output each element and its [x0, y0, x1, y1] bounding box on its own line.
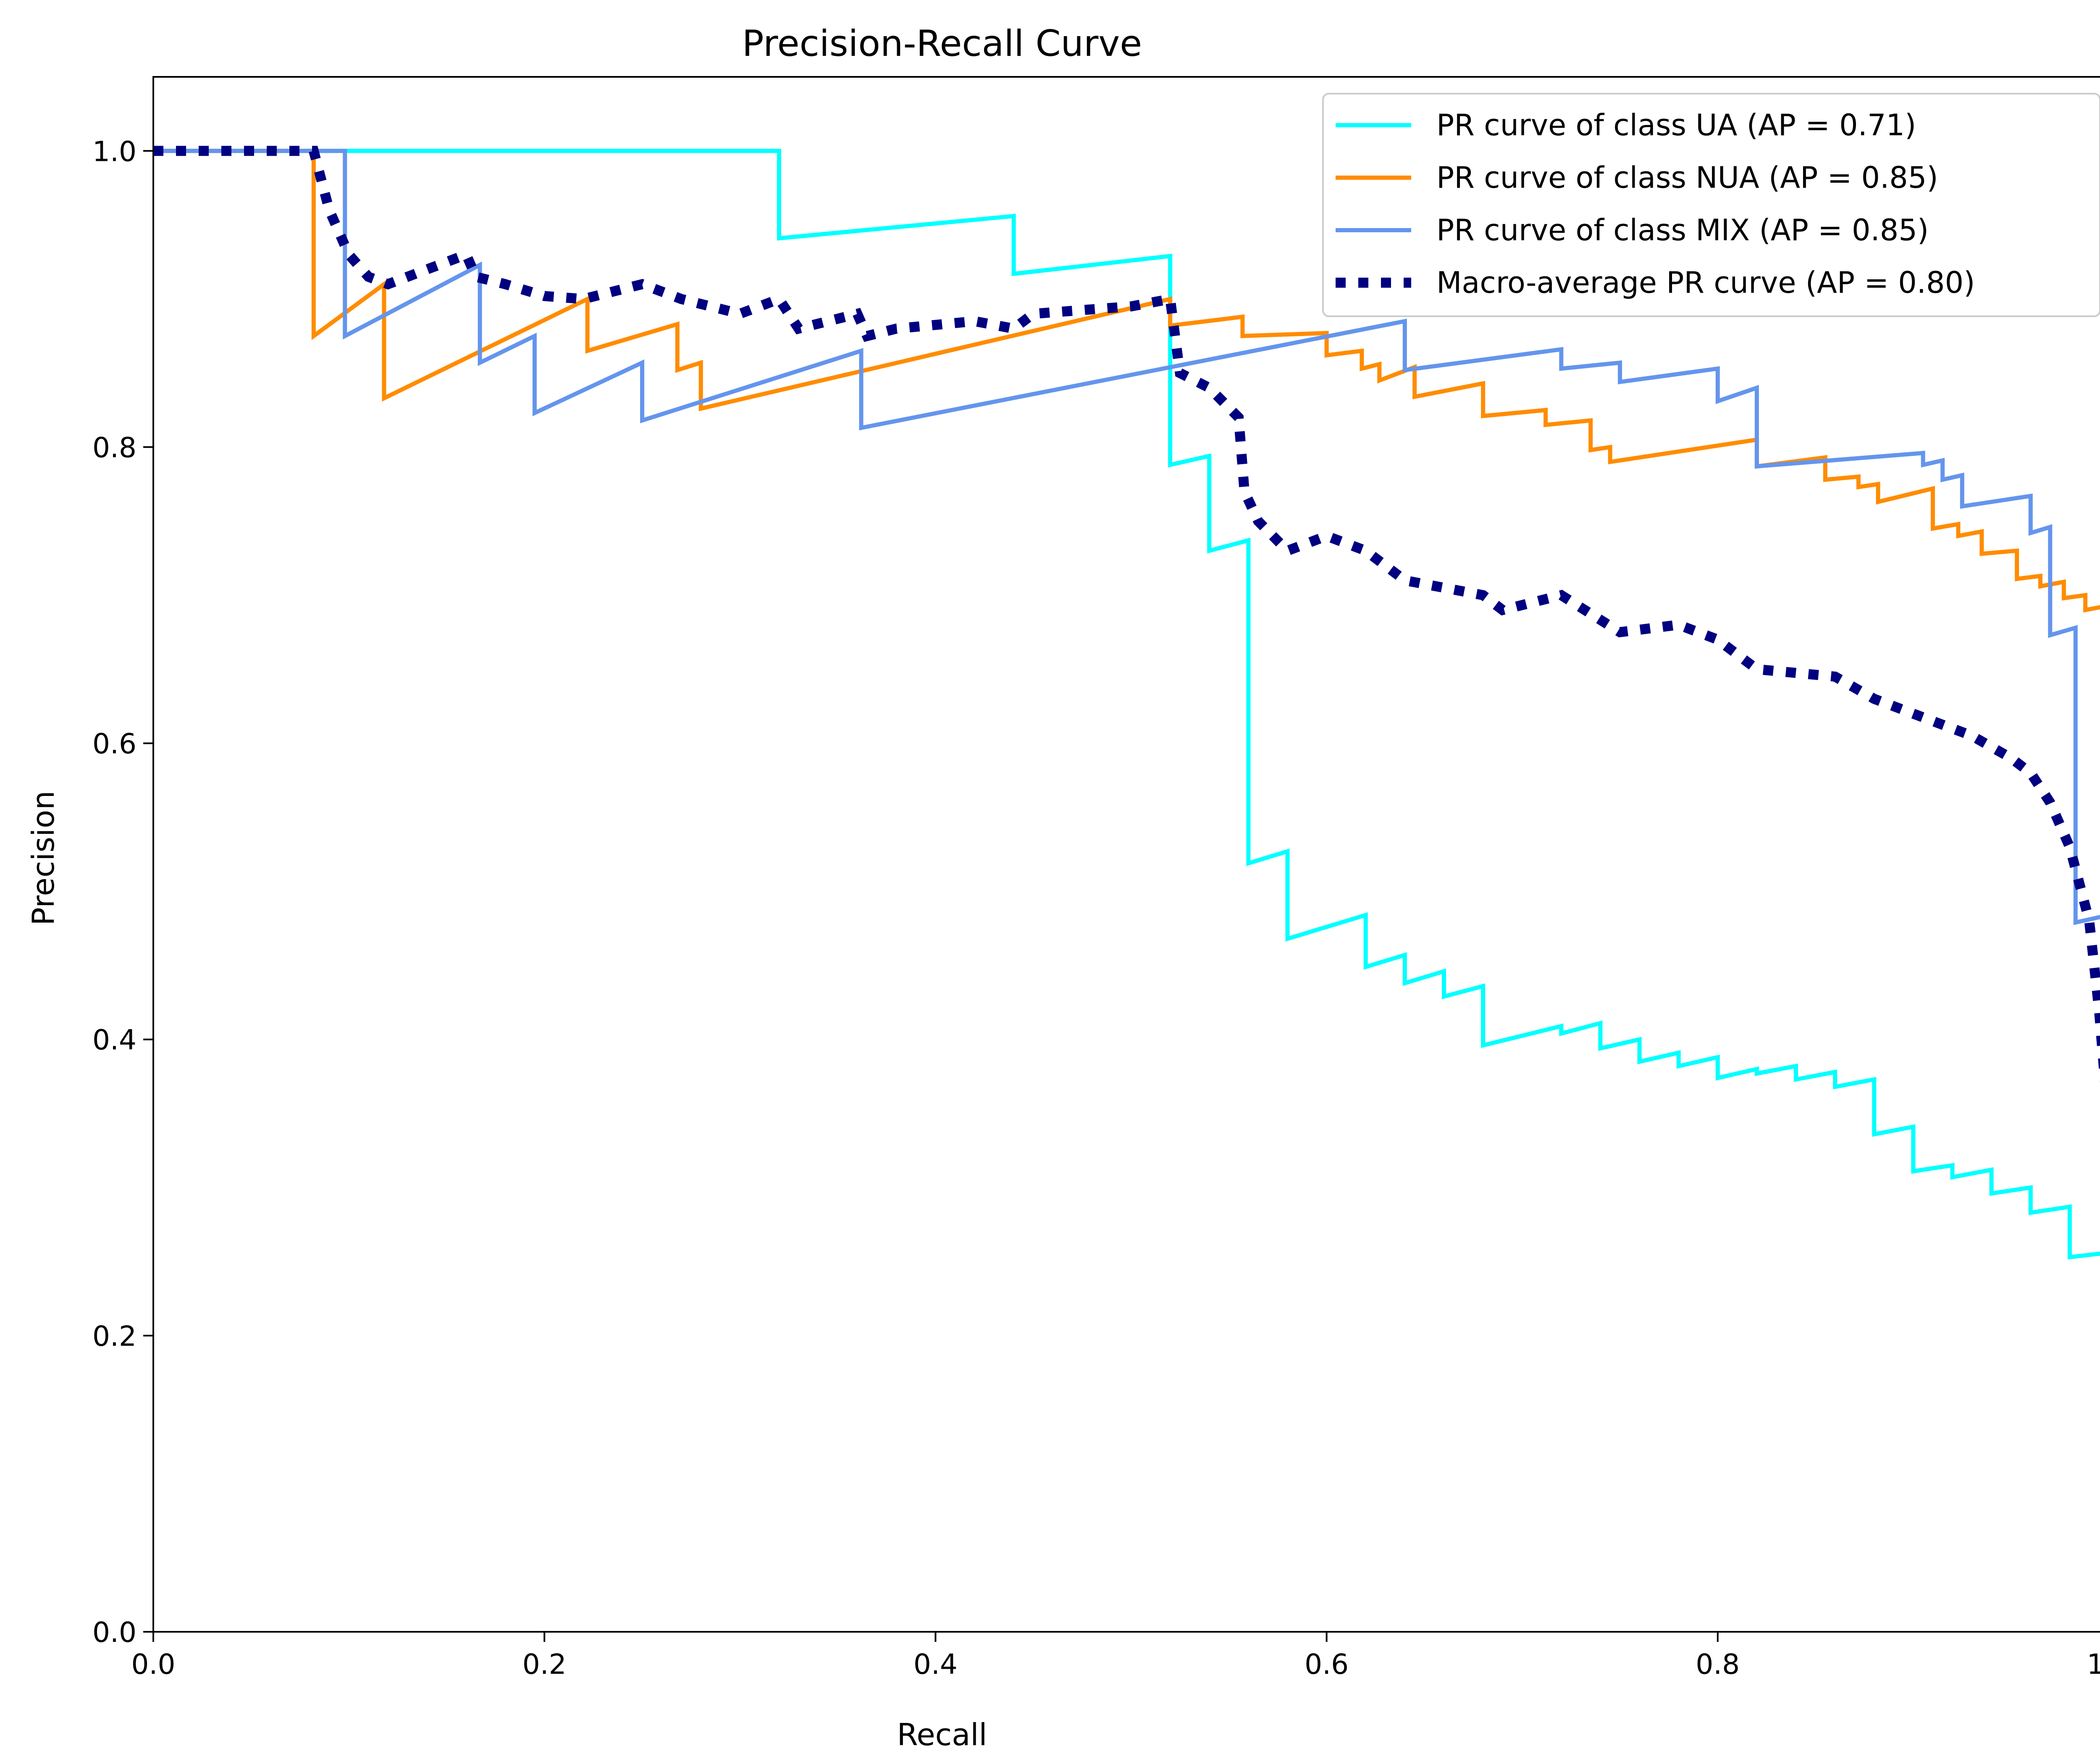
legend: PR curve of class UA (AP = 0.71) PR curve…	[1322, 93, 2100, 317]
legend-label-4: Macro-average PR curve (AP = 0.80)	[1436, 265, 1975, 300]
x-tick-label: 0.0	[131, 1648, 176, 1681]
axis-ticks: 0.0 0.2 0.4 0.6 0.8 1.0 0.0 0.2 0.4 0.6 0.8 1.0	[92, 135, 2100, 1681]
legend-label-3: PR curve of class MIX (AP = 0.85)	[1436, 213, 1929, 247]
x-tick-label: 0.6	[1305, 1648, 1349, 1681]
plot-frame	[152, 76, 2100, 1633]
series-line-3	[153, 149, 2100, 925]
plot-background	[153, 77, 2100, 1632]
legend-label-2: PR curve of class NUA (AP = 0.85)	[1436, 160, 1938, 195]
y-tick-label: 0.4	[92, 1024, 136, 1056]
y-tick-label: 0.6	[92, 728, 136, 760]
x-tick-label: 0.8	[1696, 1648, 1740, 1681]
series-line-4	[153, 146, 2100, 1083]
y-tick-label: 0.0	[92, 1616, 136, 1649]
legend-label-1: PR curve of class UA (AP = 0.71)	[1436, 108, 1916, 142]
x-axis-label: Recall	[897, 1717, 987, 1752]
legend-box	[1322, 93, 2100, 317]
y-tick-label: 0.2	[92, 1320, 136, 1352]
series-line-1	[153, 149, 2100, 1260]
y-tick-label: 1.0	[92, 135, 136, 168]
y-tick-label: 0.8	[92, 431, 136, 464]
series-group	[153, 146, 2100, 1260]
plot-area	[152, 76, 2100, 1633]
x-tick-label: 0.4	[914, 1648, 958, 1681]
y-axis-label: Precision	[26, 790, 61, 925]
chart-title: Precision-Recall Curve	[742, 23, 1142, 65]
series-line-2	[153, 149, 2100, 613]
x-tick-label: 1.0	[2087, 1648, 2100, 1681]
x-tick-label: 0.2	[522, 1648, 567, 1681]
